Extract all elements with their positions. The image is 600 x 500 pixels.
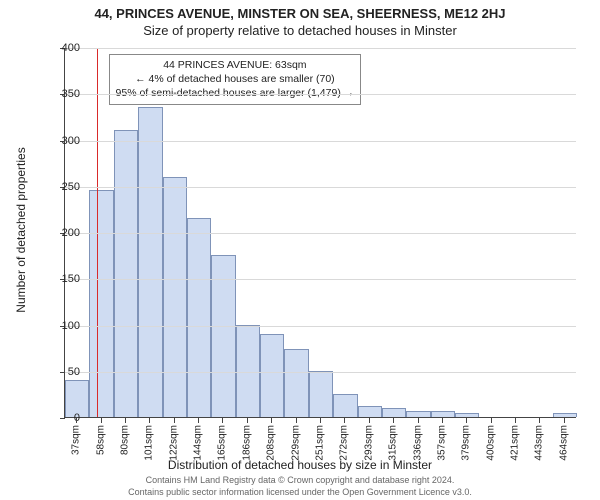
xtick-mark (271, 418, 272, 423)
histogram-bar (358, 406, 382, 417)
xtick-mark (418, 418, 419, 423)
ytick-label: 0 (40, 412, 80, 424)
xtick-label: 58sqm (95, 425, 106, 455)
ytick-label: 100 (40, 320, 80, 332)
credit-text: Contains HM Land Registry data © Crown c… (0, 475, 600, 498)
histogram-bar (431, 411, 455, 417)
gridline (65, 94, 576, 95)
xtick-mark (174, 418, 175, 423)
xtick-label: 464sqm (558, 425, 569, 461)
histogram-bar (236, 325, 260, 418)
xtick-mark (564, 418, 565, 423)
ytick-label: 350 (40, 88, 80, 100)
xtick-label: 144sqm (193, 425, 204, 461)
callout-line2: ← 4% of detached houses are smaller (70) (116, 72, 355, 86)
histogram-bar (138, 107, 162, 417)
credit-line1: Contains HM Land Registry data © Crown c… (146, 475, 455, 485)
gridline (65, 233, 576, 234)
histogram-bar (163, 177, 187, 418)
xtick-label: 165sqm (217, 425, 228, 461)
ytick-label: 150 (40, 273, 80, 285)
xtick-label: 272sqm (339, 425, 350, 461)
xtick-label: 186sqm (241, 425, 252, 461)
xtick-label: 122sqm (168, 425, 179, 461)
credit-line2: Contains public sector information licen… (128, 487, 472, 497)
gridline (65, 48, 576, 49)
xtick-label: 101sqm (144, 425, 155, 461)
xtick-mark (296, 418, 297, 423)
xtick-mark (198, 418, 199, 423)
xtick-mark (539, 418, 540, 423)
histogram-bar (114, 130, 138, 417)
histogram-bar (333, 394, 357, 417)
ytick-label: 400 (40, 42, 80, 54)
histogram-bar (382, 408, 406, 417)
xtick-label: 315sqm (388, 425, 399, 461)
xtick-label: 357sqm (436, 425, 447, 461)
xtick-mark (344, 418, 345, 423)
callout-line1: 44 PRINCES AVENUE: 63sqm (116, 58, 355, 72)
xtick-mark (442, 418, 443, 423)
xtick-label: 293sqm (363, 425, 374, 461)
xtick-label: 336sqm (412, 425, 423, 461)
xtick-mark (369, 418, 370, 423)
xtick-label: 251sqm (315, 425, 326, 461)
xtick-mark (125, 418, 126, 423)
xtick-mark (320, 418, 321, 423)
gridline (65, 279, 576, 280)
xtick-mark (515, 418, 516, 423)
xtick-label: 37sqm (71, 425, 82, 455)
histogram-bar (284, 349, 308, 417)
histogram-bar (260, 334, 284, 417)
histogram-bar (309, 371, 333, 417)
histogram-chart: 44 PRINCES AVENUE: 63sqm ← 4% of detache… (64, 48, 576, 418)
xtick-mark (247, 418, 248, 423)
gridline (65, 372, 576, 373)
histogram-bar (406, 411, 430, 417)
histogram-bar (89, 190, 113, 417)
xtick-mark (393, 418, 394, 423)
histogram-bar (455, 413, 479, 417)
gridline (65, 326, 576, 327)
ytick-label: 300 (40, 135, 80, 147)
histogram-bar (187, 218, 211, 417)
gridline (65, 141, 576, 142)
xtick-mark (466, 418, 467, 423)
histogram-bar (553, 413, 577, 417)
xtick-label: 421sqm (510, 425, 521, 461)
xtick-label: 443sqm (534, 425, 545, 461)
xtick-label: 229sqm (290, 425, 301, 461)
xtick-label: 208sqm (266, 425, 277, 461)
y-axis-label: Number of detached properties (14, 147, 28, 312)
xtick-mark (149, 418, 150, 423)
ytick-label: 50 (40, 366, 80, 378)
ytick-label: 250 (40, 181, 80, 193)
xtick-mark (491, 418, 492, 423)
xtick-label: 400sqm (485, 425, 496, 461)
xtick-label: 379sqm (461, 425, 472, 461)
xtick-mark (101, 418, 102, 423)
xtick-mark (222, 418, 223, 423)
gridline (65, 187, 576, 188)
callout-box: 44 PRINCES AVENUE: 63sqm ← 4% of detache… (109, 54, 362, 105)
ytick-label: 200 (40, 227, 80, 239)
subtitle: Size of property relative to detached ho… (0, 21, 600, 42)
page-title: 44, PRINCES AVENUE, MINSTER ON SEA, SHEE… (0, 0, 600, 21)
xtick-label: 80sqm (119, 425, 130, 455)
xtick-mark (76, 418, 77, 423)
